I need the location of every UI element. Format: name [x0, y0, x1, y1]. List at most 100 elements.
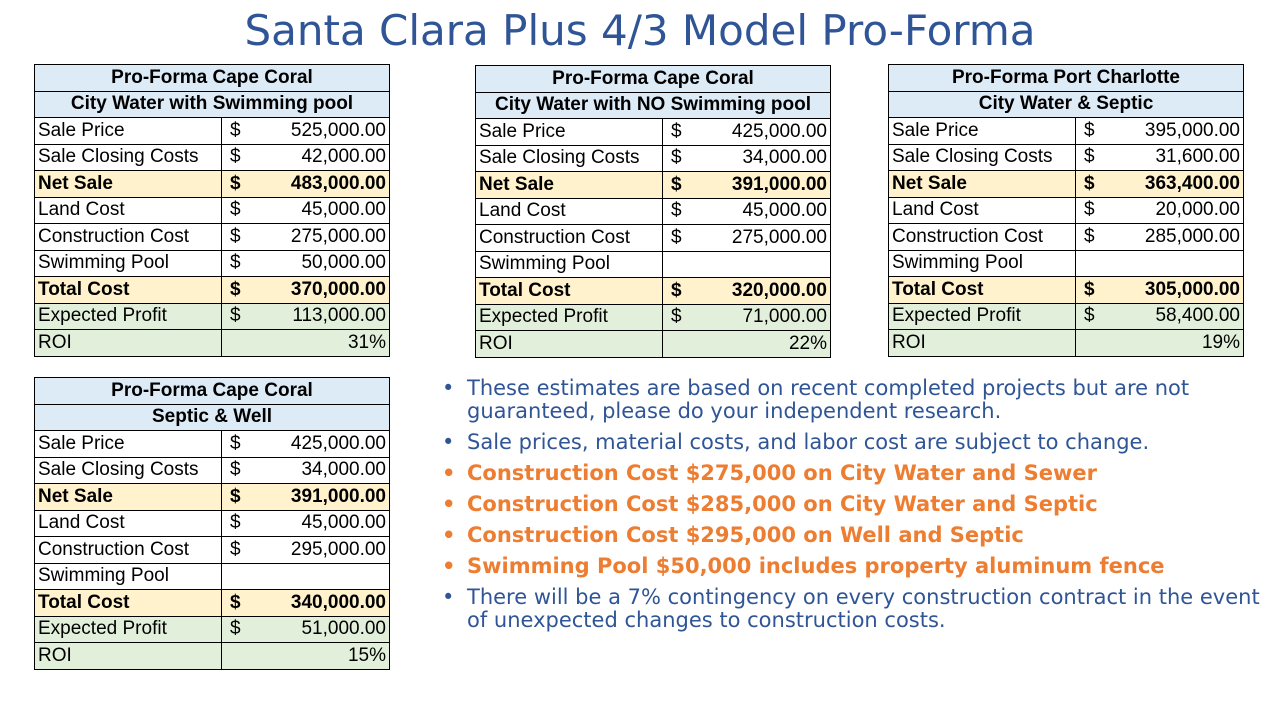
row-net-sale: Net Sale $483,000.00 [34, 170, 390, 198]
table-subheader: City Water with NO Swimming pool [475, 91, 831, 119]
currency-symbol: $ [1075, 143, 1109, 171]
bullet-icon: • [442, 376, 455, 400]
list-item: • Sale prices, material costs, and labor … [440, 431, 1260, 454]
row-land-cost: Land Cost $45,000.00 [34, 509, 390, 537]
currency-symbol: $ [221, 249, 255, 277]
row-label: Net Sale [475, 171, 663, 199]
row-value: 275,000.00 [696, 224, 831, 252]
list-item: • Construction Cost $295,000 on Well and … [440, 524, 1260, 547]
row-construction-cost: Construction Cost $285,000.00 [888, 223, 1244, 251]
row-label: Net Sale [34, 483, 222, 511]
row-sale-price: Sale Price $395,000.00 [888, 117, 1244, 145]
currency-symbol: $ [221, 456, 255, 484]
table-header: Pro-Forma Cape Coral [34, 64, 390, 92]
row-label: Sale Price [34, 117, 222, 145]
row-total-cost: Total Cost $320,000.00 [475, 277, 831, 305]
row-label: Expected Profit [34, 615, 222, 643]
table-subheader: City Water with Swimming pool [34, 90, 390, 118]
row-value: 45,000.00 [255, 509, 390, 537]
note-text: These estimates are based on recent comp… [467, 376, 1190, 423]
roi-label: ROI [34, 329, 222, 357]
row-label: Construction Cost [475, 224, 663, 252]
row-closing-costs: Sale Closing Costs $31,600.00 [888, 143, 1244, 171]
bullet-icon: • [442, 523, 456, 547]
row-label: Sale Closing Costs [888, 143, 1076, 171]
row-value: 51,000.00 [255, 615, 390, 643]
currency-symbol: $ [221, 276, 255, 304]
table-header: Pro-Forma Cape Coral [34, 377, 390, 405]
row-value: 363,400.00 [1109, 170, 1244, 198]
row-expected-profit: Expected Profit $51,000.00 [34, 615, 390, 643]
row-value: 42,000.00 [255, 143, 390, 171]
currency-symbol: $ [1075, 302, 1109, 330]
row-construction-cost: Construction Cost $295,000.00 [34, 536, 390, 564]
row-swimming-pool: Swimming Pool [475, 250, 831, 278]
row-label: Expected Profit [475, 303, 663, 331]
row-value: 285,000.00 [1109, 223, 1244, 251]
row-value [696, 250, 831, 278]
currency-symbol [1075, 249, 1109, 277]
currency-symbol: $ [221, 302, 255, 330]
bullet-icon: • [442, 430, 455, 454]
currency-symbol: $ [1075, 196, 1109, 224]
note-text: Construction Cost $285,000 on City Water… [467, 492, 1098, 516]
row-label: Sale Closing Costs [34, 456, 222, 484]
row-value: 425,000.00 [255, 430, 390, 458]
row-value: 295,000.00 [255, 536, 390, 564]
list-item: • Construction Cost $275,000 on City Wate… [440, 462, 1260, 485]
note-text: There will be a 7% contingency on every … [467, 585, 1260, 632]
row-label: Swimming Pool [34, 249, 222, 277]
row-label: Expected Profit [888, 302, 1076, 330]
row-roi: ROI 22% [475, 330, 831, 358]
currency-symbol: $ [221, 536, 255, 564]
row-label: Total Cost [34, 589, 222, 617]
row-label: Construction Cost [888, 223, 1076, 251]
currency-symbol: $ [221, 117, 255, 145]
currency-symbol: $ [221, 170, 255, 198]
row-value: 320,000.00 [696, 277, 831, 305]
row-closing-costs: Sale Closing Costs $34,000.00 [34, 456, 390, 484]
row-value: 45,000.00 [696, 197, 831, 225]
row-label: Total Cost [888, 276, 1076, 304]
note-text: Construction Cost $295,000 on Well and S… [467, 523, 1024, 547]
roi-value: 15% [221, 642, 390, 670]
row-value: 50,000.00 [255, 249, 390, 277]
list-item: • Swimming Pool $50,000 includes property… [440, 555, 1260, 578]
list-item: • There will be a 7% contingency on every… [440, 586, 1260, 632]
row-closing-costs: Sale Closing Costs $42,000.00 [34, 143, 390, 171]
row-total-cost: Total Cost $305,000.00 [888, 276, 1244, 304]
row-label: Expected Profit [34, 302, 222, 330]
table-header: Pro-Forma Cape Coral [475, 65, 831, 93]
row-label: Sale Price [475, 118, 663, 146]
row-value: 31,600.00 [1109, 143, 1244, 171]
row-label: Swimming Pool [475, 250, 663, 278]
currency-symbol: $ [662, 197, 696, 225]
row-swimming-pool: Swimming Pool [888, 249, 1244, 277]
row-roi: ROI 31% [34, 329, 390, 357]
roi-label: ROI [34, 642, 222, 670]
row-label: Construction Cost [34, 536, 222, 564]
row-swimming-pool: Swimming Pool $50,000.00 [34, 249, 390, 277]
row-total-cost: Total Cost $340,000.00 [34, 589, 390, 617]
currency-symbol: $ [662, 118, 696, 146]
row-label: Total Cost [34, 276, 222, 304]
row-net-sale: Net Sale $391,000.00 [34, 483, 390, 511]
row-sale-price: Sale Price $425,000.00 [34, 430, 390, 458]
currency-symbol [221, 562, 255, 590]
currency-symbol: $ [662, 303, 696, 331]
bullet-icon: • [442, 461, 456, 485]
row-label: Sale Price [34, 430, 222, 458]
row-label: Sale Price [888, 117, 1076, 145]
currency-symbol: $ [221, 509, 255, 537]
row-label: Sale Closing Costs [34, 143, 222, 171]
row-roi: ROI 19% [888, 329, 1244, 357]
row-construction-cost: Construction Cost $275,000.00 [475, 224, 831, 252]
roi-value: 22% [662, 330, 831, 358]
row-land-cost: Land Cost $45,000.00 [475, 197, 831, 225]
note-text: Construction Cost $275,000 on City Water… [467, 461, 1097, 485]
proforma-table-cape-coral-pool: Pro-Forma Cape Coral City Water with Swi… [34, 64, 390, 357]
row-value: 425,000.00 [696, 118, 831, 146]
bullet-icon: • [442, 492, 456, 516]
notes-list: • These estimates are based on recent com… [440, 377, 1260, 640]
row-net-sale: Net Sale $363,400.00 [888, 170, 1244, 198]
